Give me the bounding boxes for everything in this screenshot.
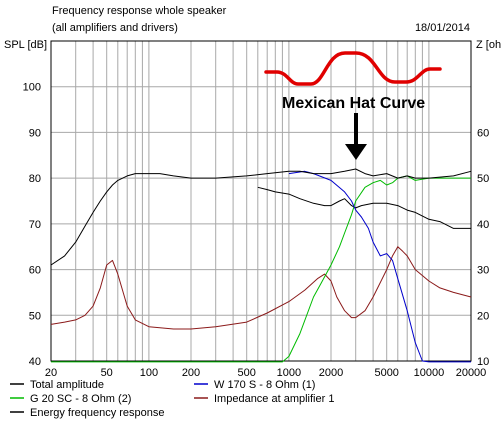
x-tick-label: 20000	[456, 367, 487, 379]
x-tick-label: 5000	[374, 367, 398, 379]
y-right-tick-label: 50	[477, 173, 489, 185]
tweeter-g20sc-line	[51, 175, 471, 363]
axis-ticks: 20 50 100 200 500 1000 2000 5000 10000 20000 40 50 6…	[23, 82, 490, 379]
series-lines	[50, 168, 472, 363]
woofer-w170s-line	[288, 170, 471, 363]
chart-subtitle: (all amplifiers and drivers)	[52, 22, 178, 34]
x-tick-label: 500	[238, 367, 256, 379]
mexican-hat-annotation-label: Mexican Hat Curve	[282, 95, 425, 112]
y-axis-right-label: Z [oh	[476, 39, 501, 51]
y-left-tick-label: 90	[29, 127, 41, 139]
legend-label: W 170 S - 8 Ohm (1)	[214, 379, 315, 391]
x-tick-label: 1000	[277, 367, 301, 379]
y-right-tick-label: 10	[477, 356, 489, 368]
y-left-tick-label: 80	[29, 173, 41, 185]
x-tick-label: 10000	[414, 367, 445, 379]
y-right-tick-label: 60	[477, 127, 489, 139]
total-amplitude-line	[50, 168, 472, 266]
y-right-tick-label: 20	[477, 310, 489, 322]
x-tick-label: 20	[45, 367, 57, 379]
y-axis-left-label: SPL [dB]	[4, 39, 47, 51]
legend-label: Energy frequency response	[30, 407, 165, 419]
plot-frame	[50, 40, 472, 362]
x-tick-label: 50	[101, 367, 113, 379]
y-left-tick-label: 40	[29, 356, 41, 368]
mexican-hat-annotation-curve	[264, 51, 442, 86]
x-tick-label: 2000	[319, 367, 343, 379]
impedance-line	[50, 246, 472, 330]
y-left-tick-label: 70	[29, 219, 41, 231]
legend: Total amplitude W 170 S - 8 Ohm (1) G 20 S…	[10, 379, 334, 419]
legend-label: G 20 SC - 8 Ohm (2)	[30, 393, 131, 405]
legend-label: Total amplitude	[30, 379, 104, 391]
legend-label: Impedance at amplifier 1	[214, 393, 334, 405]
y-right-tick-label: 30	[477, 265, 489, 277]
y-left-tick-label: 100	[23, 82, 41, 94]
y-left-tick-label: 50	[29, 310, 41, 322]
y-left-tick-label: 60	[29, 265, 41, 277]
chart-date: 18/01/2014	[415, 22, 470, 34]
y-right-tick-label: 40	[477, 219, 489, 231]
x-tick-label: 200	[182, 367, 200, 379]
x-tick-label: 100	[140, 367, 158, 379]
annotation-arrow-head	[345, 144, 367, 160]
chart-title: Frequency response whole speaker	[52, 5, 227, 17]
